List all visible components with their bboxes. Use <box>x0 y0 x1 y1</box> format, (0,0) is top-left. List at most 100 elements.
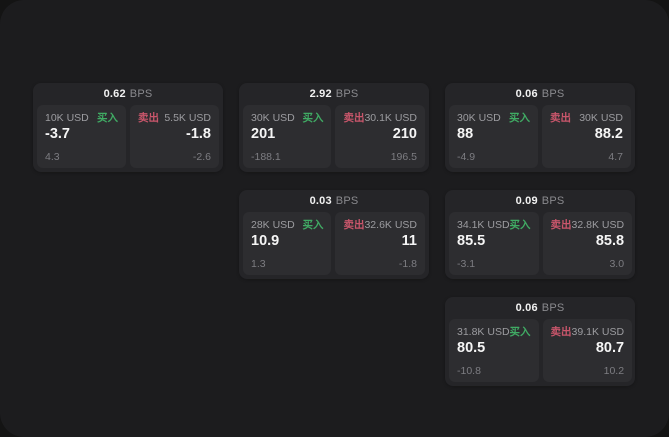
bps-value: 0.06 <box>515 88 538 100</box>
buy-tile-top: 28K USD 买入 <box>251 219 323 231</box>
buy-badge: 买入 <box>509 112 530 124</box>
sell-amount: 30K USD <box>579 112 623 124</box>
quote-panels: 34.1K USD 买入 85.5 -3.1 卖出 32.8K USD 85.8… <box>449 212 633 275</box>
buy-delta: 1.3 <box>251 258 266 270</box>
sell-tile[interactable]: 卖出 5.5K USD -1.8 -2.6 <box>130 105 219 168</box>
buy-delta: -3.1 <box>457 258 476 270</box>
quote-card: 0.09 BPS 34.1K USD 买入 85.5 -3.1 卖出 32.8K… <box>445 190 635 279</box>
buy-amount: 10K USD <box>45 112 89 124</box>
buy-amount: 31.8K USD <box>457 326 510 338</box>
buy-badge: 买入 <box>509 326 531 338</box>
buy-price: -3.7 <box>45 126 70 142</box>
sell-tile[interactable]: 卖出 30K USD 88.2 4.7 <box>542 105 631 168</box>
sell-tile[interactable]: 卖出 32.8K USD 85.8 3.0 <box>542 212 633 275</box>
sell-badge: 卖出 <box>550 326 572 338</box>
sell-delta: 4.7 <box>608 151 623 163</box>
sell-delta: 196.5 <box>390 151 417 163</box>
sell-amount: 30.1K USD <box>364 112 417 124</box>
sell-price: 88.2 <box>594 126 623 142</box>
bps-value: 0.09 <box>515 195 538 207</box>
sell-price: 210 <box>392 126 417 142</box>
sell-badge: 卖出 <box>138 112 159 124</box>
sell-badge: 卖出 <box>550 219 572 231</box>
sell-delta: 10.2 <box>603 365 625 377</box>
bps-header: 0.09 BPS <box>449 190 631 212</box>
buy-amount: 30K USD <box>251 112 295 124</box>
buy-tile[interactable]: 10K USD 买入 -3.7 4.3 <box>37 105 126 168</box>
buy-tile[interactable]: 30K USD 买入 201 -188.1 <box>243 105 332 168</box>
bps-value: 0.06 <box>515 302 538 314</box>
bps-unit-label: BPS <box>541 195 565 207</box>
buy-badge: 买入 <box>302 112 324 124</box>
sell-tile[interactable]: 卖出 39.1K USD 80.7 10.2 <box>542 319 633 382</box>
quote-card: 0.62 BPS 10K USD 买入 -3.7 4.3 卖出 5.5K USD… <box>33 83 223 172</box>
buy-tile-top: 30K USD 买入 <box>251 112 323 124</box>
bps-header: 2.92 BPS <box>243 83 425 105</box>
bps-header: 0.06 BPS <box>449 297 631 319</box>
quote-panels: 30K USD 买入 201 -188.1 卖出 30.1K USD 210 1… <box>243 105 425 168</box>
buy-price: 10.9 <box>251 233 280 249</box>
buy-delta: -188.1 <box>251 151 281 163</box>
sell-amount: 5.5K USD <box>164 112 211 124</box>
buy-delta: 4.3 <box>45 151 60 163</box>
sell-badge: 卖出 <box>343 112 365 124</box>
quote-card: 0.06 BPS 30K USD 买入 88 -4.9 卖出 30K USD 8… <box>445 83 635 172</box>
buy-price: 85.5 <box>457 233 486 249</box>
bps-unit-label: BPS <box>335 195 359 207</box>
quote-panels: 30K USD 买入 88 -4.9 卖出 30K USD 88.2 4.7 <box>449 105 631 168</box>
sell-tile-top: 卖出 30.1K USD <box>343 112 417 124</box>
sell-tile-top: 卖出 30K USD <box>550 112 623 124</box>
buy-tile-top: 34.1K USD 买入 <box>457 219 531 231</box>
buy-amount: 34.1K USD <box>457 219 510 231</box>
buy-tile-top: 10K USD 买入 <box>45 112 118 124</box>
sell-price: -1.8 <box>186 126 211 142</box>
sell-tile[interactable]: 卖出 30.1K USD 210 196.5 <box>335 105 425 168</box>
cards-grid: 0.62 BPS 10K USD 买入 -3.7 4.3 卖出 5.5K USD… <box>33 83 635 386</box>
sell-amount: 32.8K USD <box>571 219 625 231</box>
buy-delta: -4.9 <box>457 151 476 163</box>
bps-value: 0.62 <box>103 88 126 100</box>
quote-card: 2.92 BPS 30K USD 买入 201 -188.1 卖出 30.1K … <box>239 83 429 172</box>
bps-unit-label: BPS <box>335 88 359 100</box>
bps-header: 0.62 BPS <box>37 83 219 105</box>
buy-badge: 买入 <box>97 112 118 124</box>
sell-badge: 卖出 <box>343 219 365 231</box>
sell-tile[interactable]: 卖出 32.6K USD 11 -1.8 <box>335 212 425 275</box>
quote-panels: 28K USD 买入 10.9 1.3 卖出 32.6K USD 11 -1.8 <box>243 212 425 275</box>
buy-price: 201 <box>251 126 276 142</box>
bps-value: 2.92 <box>309 88 332 100</box>
bps-value: 0.03 <box>309 195 332 207</box>
bps-header: 0.06 BPS <box>449 83 631 105</box>
buy-badge: 买入 <box>509 219 531 231</box>
sell-tile-top: 卖出 5.5K USD <box>138 112 211 124</box>
sell-badge: 卖出 <box>550 112 571 124</box>
sell-price: 80.7 <box>595 340 625 356</box>
sell-amount: 32.6K USD <box>364 219 417 231</box>
sell-delta: -2.6 <box>192 151 211 163</box>
buy-amount: 28K USD <box>251 219 295 231</box>
quote-card: 0.03 BPS 28K USD 买入 10.9 1.3 卖出 32.6K US… <box>239 190 429 279</box>
bps-unit-label: BPS <box>129 88 153 100</box>
sell-delta: 3.0 <box>609 258 625 270</box>
quote-panels: 10K USD 买入 -3.7 4.3 卖出 5.5K USD -1.8 -2.… <box>37 105 219 168</box>
buy-tile[interactable]: 28K USD 买入 10.9 1.3 <box>243 212 332 275</box>
sell-tile-top: 卖出 32.8K USD <box>551 219 625 231</box>
buy-amount: 30K USD <box>457 112 501 124</box>
sell-price: 85.8 <box>595 233 625 249</box>
bps-unit-label: BPS <box>541 302 565 314</box>
buy-price: 88 <box>457 126 474 142</box>
buy-badge: 买入 <box>302 219 324 231</box>
sell-amount: 39.1K USD <box>571 326 625 338</box>
sell-price: 11 <box>401 233 417 249</box>
buy-tile[interactable]: 30K USD 买入 88 -4.9 <box>449 105 538 168</box>
buy-tile-top: 31.8K USD 买入 <box>457 326 531 338</box>
quote-panels: 31.8K USD 买入 80.5 -10.8 卖出 39.1K USD 80.… <box>449 319 633 382</box>
sell-tile-top: 卖出 39.1K USD <box>551 326 625 338</box>
buy-tile[interactable]: 34.1K USD 买入 85.5 -3.1 <box>449 212 539 275</box>
sell-tile-top: 卖出 32.6K USD <box>343 219 417 231</box>
quote-card: 0.06 BPS 31.8K USD 买入 80.5 -10.8 卖出 39.1… <box>445 297 635 386</box>
sell-delta: -1.8 <box>398 258 417 270</box>
buy-tile[interactable]: 31.8K USD 买入 80.5 -10.8 <box>449 319 539 382</box>
